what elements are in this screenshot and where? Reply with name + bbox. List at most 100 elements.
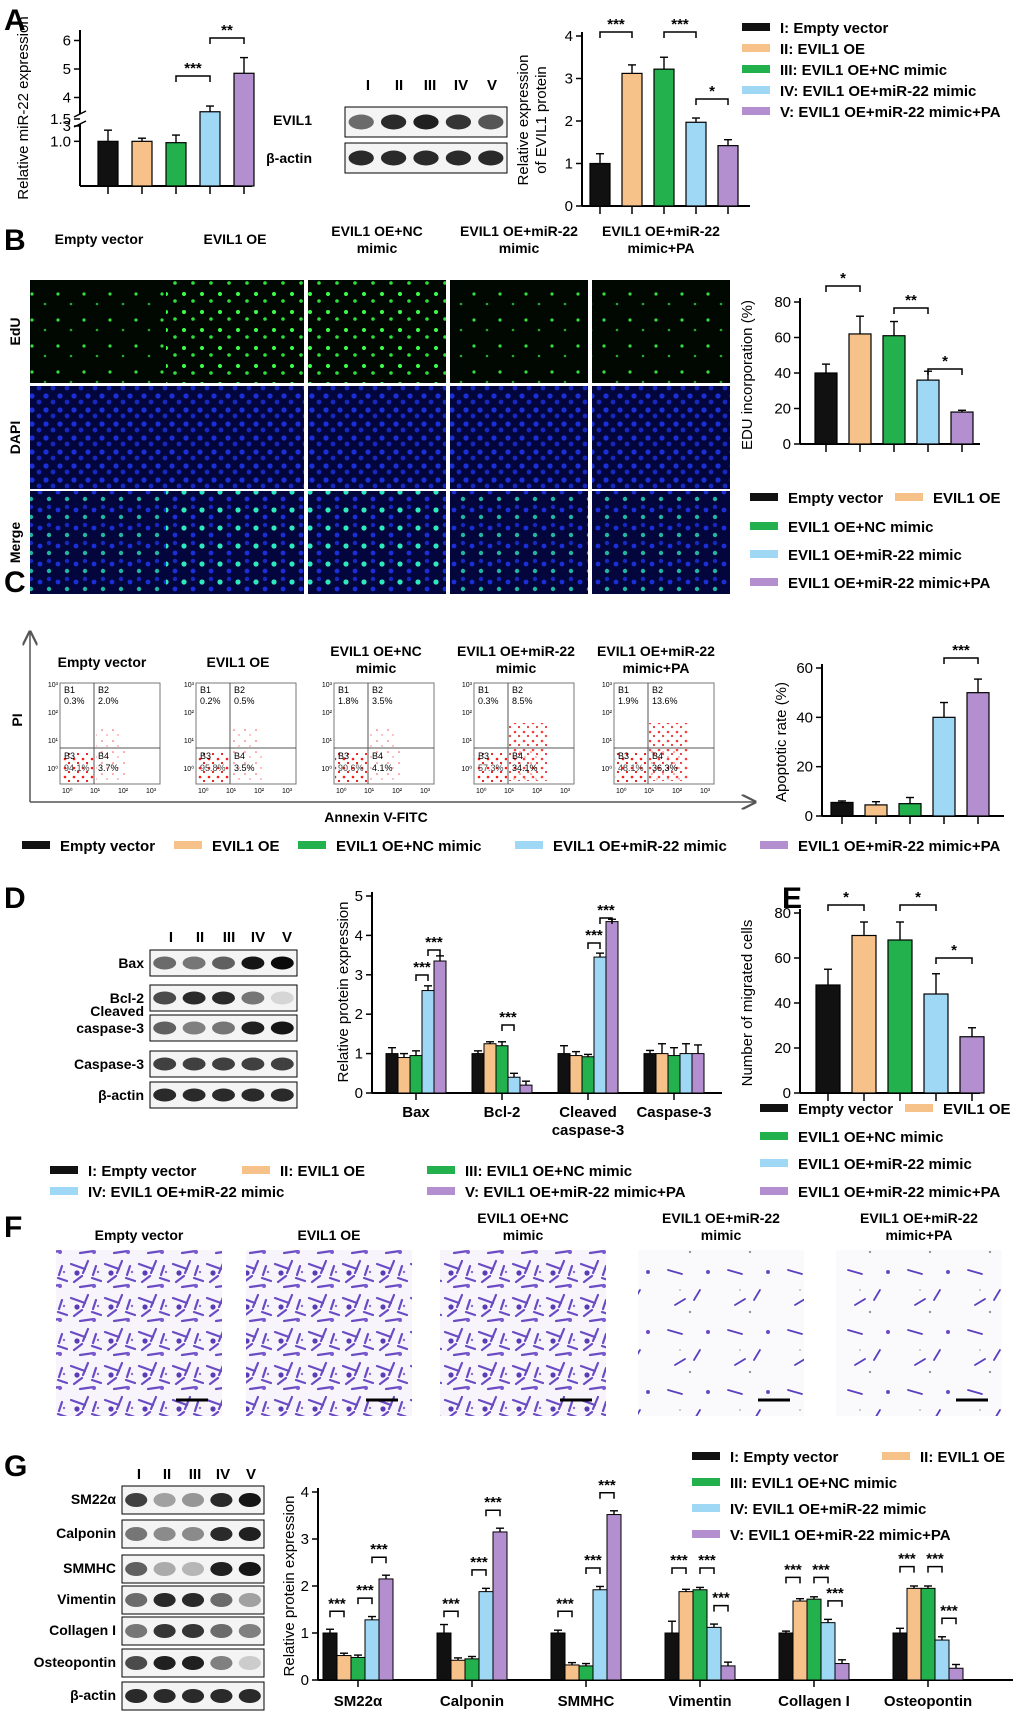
G-chart-bar xyxy=(678,1591,694,1681)
G-blot-band xyxy=(238,1656,261,1670)
A2-ylabel: of EVIL1 protein xyxy=(533,66,550,174)
D-blot-band xyxy=(241,991,265,1005)
A2-ylabel: Relative expression xyxy=(515,55,532,186)
D-blot-band xyxy=(153,1021,177,1035)
E-sig-bracket xyxy=(899,904,937,911)
C-ylabel: Apoptotic rate (%) xyxy=(773,682,790,802)
C-chart-bar-I xyxy=(830,801,854,817)
E-chart-tick-label: 80 xyxy=(774,905,791,922)
C-quad-label: B3 xyxy=(338,751,349,761)
E-legend-item-label: Empty vector xyxy=(798,1101,893,1118)
C-quad-value: 8.5% xyxy=(512,696,533,706)
G-blot-band xyxy=(125,1562,148,1576)
B-chart-bar-IV xyxy=(916,379,940,445)
D-category-label: Cleaved xyxy=(559,1104,617,1121)
D-ylabel: Relative protein expression xyxy=(335,902,352,1083)
C-quad-label: B2 xyxy=(652,685,663,695)
B-legend-item-label: EVIL1 OE+miR-22 mimic+PA xyxy=(788,575,990,592)
G-sig-label: *** xyxy=(584,1552,602,1569)
G-blot-band xyxy=(210,1656,233,1670)
C-flow-xtick: 10³ xyxy=(700,788,711,795)
C-population-early xyxy=(232,751,262,781)
C-quad-label: B4 xyxy=(98,751,109,761)
panel-label-E: E xyxy=(782,882,802,915)
A1-ylabel: Relative miR-22 expression xyxy=(15,16,32,199)
B-legend-item-swatch xyxy=(895,493,923,501)
A-legend-item-label: II: EVIL1 OE xyxy=(780,41,865,58)
B-micrograph xyxy=(166,386,304,489)
C-quad-value: 48.1% xyxy=(618,763,644,773)
B-sig-bracket xyxy=(927,368,963,375)
B-legend-item-swatch xyxy=(750,578,778,586)
G-sig-bracket xyxy=(371,1556,387,1564)
C-flow-ytick: 10¹ xyxy=(462,738,473,745)
C-quad-value: 34.1% xyxy=(512,763,538,773)
D-chart-bar xyxy=(655,1053,669,1094)
A2-tick-label: 1 xyxy=(565,156,573,173)
panel-label-A: A xyxy=(4,4,26,37)
B-micrograph xyxy=(30,386,168,489)
G-chart-bar xyxy=(834,1663,850,1681)
D-blot-band xyxy=(212,991,235,1005)
G-chart-bar xyxy=(550,1632,566,1681)
A-blot-actin-band xyxy=(413,150,439,166)
F-image-title: Empty vector xyxy=(95,1227,184,1243)
C-population-late xyxy=(232,727,258,747)
C-sig-label: *** xyxy=(952,642,970,659)
C-plot-title: mimic xyxy=(356,660,397,676)
A1-tick-label: 3 xyxy=(63,118,71,135)
G-blot-band xyxy=(181,1624,205,1638)
C-flow-xtick: 10³ xyxy=(146,788,157,795)
E-legend-item-label: EVIL1 OE xyxy=(943,1101,1011,1118)
A1-bar-IV xyxy=(199,111,221,187)
E-chart-bar-I xyxy=(815,984,841,1094)
C-legend-item-swatch xyxy=(760,841,788,849)
A2-bar-IV xyxy=(685,121,707,207)
A2-sig-label: * xyxy=(709,83,715,100)
G-blot-band xyxy=(210,1527,233,1541)
G-chart-tick-label: 2 xyxy=(301,1578,309,1595)
B-column-title: Empty vector xyxy=(55,231,144,247)
B-micrograph xyxy=(450,491,588,594)
C-quad-label: B3 xyxy=(200,751,211,761)
B-chart-bar-III xyxy=(882,335,906,445)
E-chart-tick-label: 40 xyxy=(774,995,791,1012)
G-sig-label: *** xyxy=(812,1561,830,1578)
D-chart-bar xyxy=(385,1053,399,1094)
D-blot-band xyxy=(212,956,235,970)
G-blot-row-label: Collagen I xyxy=(49,1622,116,1638)
G-chart-bar xyxy=(792,1600,808,1681)
B-micrograph xyxy=(166,280,304,383)
G-sig-bracket xyxy=(357,1597,373,1605)
C-quad-value: 0.3% xyxy=(478,696,499,706)
A1-tick-label: 6 xyxy=(63,33,71,50)
D-legend-item-label: IV: EVIL1 OE+miR-22 mimic xyxy=(88,1184,284,1201)
B-micrograph xyxy=(592,491,730,594)
G-sig-label: *** xyxy=(712,1590,730,1607)
G-blot-row-label: SMMHC xyxy=(63,1560,116,1576)
G-chart-bar xyxy=(564,1664,580,1681)
G-blot-lane-V: V xyxy=(246,1466,256,1483)
G-chart-bar xyxy=(478,1591,494,1681)
D-blot-band xyxy=(182,1021,206,1035)
G-legend-item-swatch xyxy=(692,1452,720,1460)
C-flow-ytick: 10² xyxy=(602,710,613,717)
D-sig-bracket xyxy=(587,942,601,949)
A2-tick-label: 2 xyxy=(565,113,573,130)
A1-sig-bracket xyxy=(175,75,211,82)
A-legend-item-label: V: EVIL1 OE+miR-22 mimic+PA xyxy=(780,104,1001,121)
D-blot-band xyxy=(212,1057,235,1071)
B-sig-label: * xyxy=(840,270,846,287)
C-population-late xyxy=(96,727,122,747)
G-blot-band xyxy=(210,1624,233,1638)
G-legend-item-label: IV: EVIL1 OE+miR-22 mimic xyxy=(730,1501,926,1518)
B-chart-tick-label: 40 xyxy=(774,365,791,382)
C-flow-xtick: 10³ xyxy=(420,788,431,795)
B-chart-tick-label: 20 xyxy=(774,401,791,418)
C-population-late xyxy=(649,723,689,747)
F-image-title: EVIL1 OE xyxy=(297,1227,360,1243)
G-chart-bar xyxy=(778,1632,794,1681)
G-sig-label: *** xyxy=(784,1561,802,1578)
G-chart-bar xyxy=(706,1626,722,1681)
A2-sig-label: *** xyxy=(671,16,689,33)
